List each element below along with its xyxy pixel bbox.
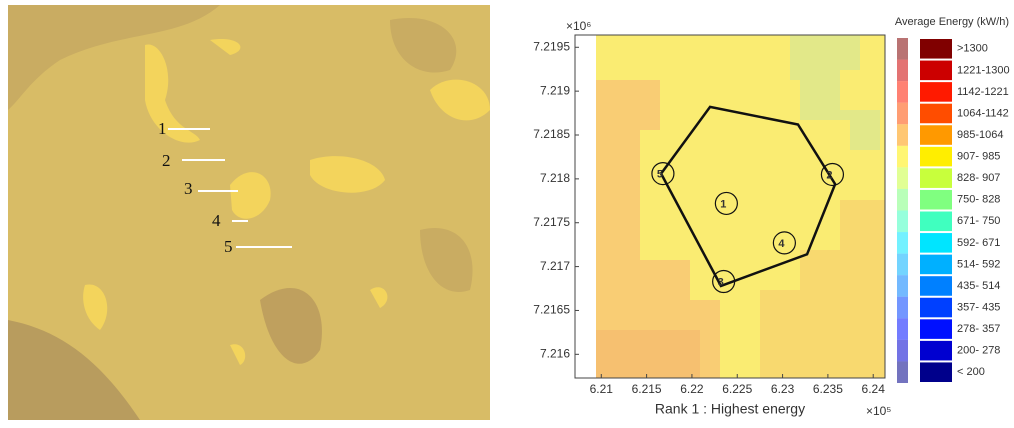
colorbar-swatch xyxy=(920,168,952,188)
colorbar-strip xyxy=(897,60,908,82)
colorbar-strip xyxy=(897,318,908,340)
colorbar-label: < 200 xyxy=(957,366,985,378)
colorbar-label: 750- 828 xyxy=(957,194,1000,206)
colorbar-swatch xyxy=(920,39,952,59)
colorbar-strip xyxy=(897,254,908,276)
y-tick-label: 7.2195 xyxy=(533,39,570,53)
colorbar-label: 514- 592 xyxy=(957,258,1000,270)
colorbar-label: >1300 xyxy=(957,43,988,55)
turbine-label: 1 xyxy=(158,119,167,138)
turbine-label: 4 xyxy=(212,211,221,230)
colorbar-swatch xyxy=(920,190,952,210)
y-scale: ×10⁶ xyxy=(566,19,591,33)
x-tick-label: 6.21 xyxy=(590,382,614,396)
turbine-label: 3 xyxy=(718,276,724,288)
heatmap-panel xyxy=(575,35,885,378)
colorbar-strip xyxy=(897,81,908,103)
colorbar-swatch xyxy=(920,362,952,382)
colorbar-swatch xyxy=(920,82,952,102)
y-tick-label: 7.2185 xyxy=(533,127,570,141)
colorbar-swatch xyxy=(920,212,952,232)
colorbar-strip xyxy=(897,340,908,362)
x-scale: ×10⁵ xyxy=(866,404,891,418)
colorbar-strip xyxy=(897,38,908,60)
colorbar-label: 592- 671 xyxy=(957,237,1000,249)
colorbar-strip xyxy=(897,146,908,168)
colorbar-label: 435- 514 xyxy=(957,280,1000,292)
colorbar-swatch xyxy=(920,125,952,145)
figure: 12345 6.216.2156.226.2256.236.2356.247.2… xyxy=(0,0,1014,423)
colorbar-strip xyxy=(897,103,908,125)
x-axis-label: Rank 1 : Highest energy xyxy=(655,401,805,417)
turbine-label: 5 xyxy=(657,169,663,181)
x-tick-label: 6.24 xyxy=(862,382,886,396)
x-tick-label: 6.23 xyxy=(771,382,795,396)
colorbar-label: 278- 357 xyxy=(957,323,1000,335)
y-tick-label: 7.219 xyxy=(540,83,570,97)
colorbar-strip xyxy=(897,232,908,254)
colorbar-label: 907- 985 xyxy=(957,151,1000,163)
colorbar-title: Average Energy (kW/h) xyxy=(895,16,1009,28)
y-tick-label: 7.216 xyxy=(540,346,570,360)
colorbar-swatch xyxy=(920,147,952,167)
colorbar-strip xyxy=(897,167,908,189)
colorbar: Average Energy (kW/h) >1300 1221-1300 1142-… xyxy=(895,16,1010,383)
colorbar-label: 200- 278 xyxy=(957,345,1000,357)
y-tick-label: 7.217 xyxy=(540,259,570,273)
colorbar-swatch xyxy=(920,255,952,275)
colorbar-strip xyxy=(897,211,908,233)
y-tick-label: 7.2175 xyxy=(533,215,570,229)
colorbar-label: 1064-1142 xyxy=(957,107,1009,119)
x-tick-label: 6.235 xyxy=(813,382,843,396)
colorbar-strip xyxy=(897,189,908,211)
turbine-label: 1 xyxy=(720,198,726,210)
x-tick-label: 6.225 xyxy=(722,382,752,396)
colorbar-strip xyxy=(897,275,908,297)
colorbar-label: 671- 750 xyxy=(957,215,1000,227)
colorbar-strip xyxy=(897,297,908,319)
turbine-label: 5 xyxy=(224,237,233,256)
turbine-label: 2 xyxy=(162,151,171,170)
turbine-label: 3 xyxy=(184,179,193,198)
y-tick-label: 7.2165 xyxy=(533,303,570,317)
colorbar-strip xyxy=(897,124,908,146)
colorbar-swatch xyxy=(920,61,952,81)
colorbar-strip xyxy=(897,361,908,383)
colorbar-label: 985-1064 xyxy=(957,129,1004,141)
colorbar-label: 1142-1221 xyxy=(957,86,1009,98)
colorbar-swatch xyxy=(920,298,952,318)
colorbar-swatch xyxy=(920,319,952,339)
colorbar-label: 357- 435 xyxy=(957,301,1000,313)
colorbar-swatch xyxy=(920,276,952,296)
colorbar-label: 1221-1300 xyxy=(957,64,1010,76)
x-tick-label: 6.22 xyxy=(680,382,704,396)
colorbar-swatch xyxy=(920,233,952,253)
colorbar-label: 828- 907 xyxy=(957,172,1000,184)
turbine-label: 2 xyxy=(826,169,832,181)
x-tick-label: 6.215 xyxy=(632,382,662,396)
colorbar-swatch xyxy=(920,104,952,124)
colorbar-swatch xyxy=(920,341,952,361)
y-tick-label: 7.218 xyxy=(540,171,570,185)
turbine-label: 4 xyxy=(778,238,785,250)
